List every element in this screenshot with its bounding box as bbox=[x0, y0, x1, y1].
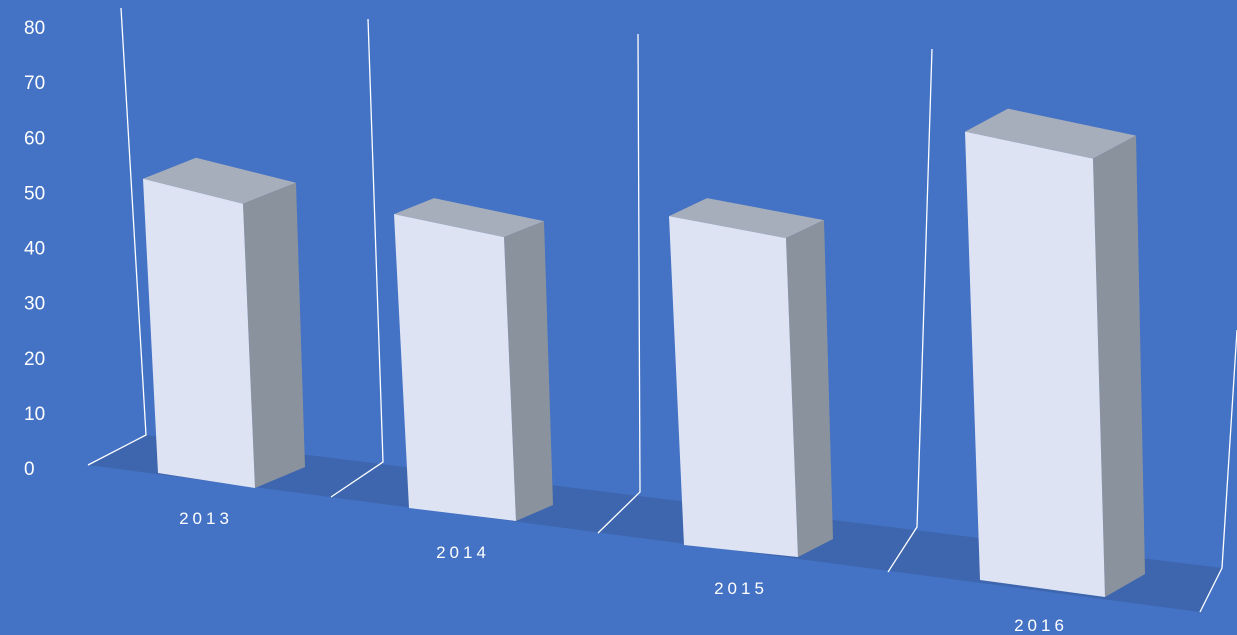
y-tick-label: 80 bbox=[24, 18, 45, 39]
bar-front-face bbox=[965, 131, 1105, 597]
bar-top-face bbox=[143, 157, 296, 204]
x-tick-label: 2014 bbox=[436, 543, 490, 562]
bar-top-face bbox=[394, 198, 544, 238]
category-divider-line bbox=[597, 33, 641, 534]
category-divider-line bbox=[887, 48, 933, 573]
x-axis: 2013 2014 2015 2016 bbox=[179, 509, 1068, 635]
bar-2016 bbox=[965, 108, 1145, 597]
bars bbox=[143, 108, 1145, 597]
bar-top-face bbox=[965, 108, 1136, 159]
y-tick-label: 30 bbox=[24, 294, 45, 315]
y-tick-label: 20 bbox=[24, 349, 45, 370]
x-tick-label: 2015 bbox=[714, 579, 768, 598]
y-tick-label: 0 bbox=[24, 459, 35, 480]
bar-front-face bbox=[394, 214, 516, 521]
bar-front-face bbox=[143, 178, 255, 488]
y-tick-label: 60 bbox=[24, 128, 45, 149]
category-divider-line bbox=[87, 7, 147, 466]
bar-side-face bbox=[786, 220, 833, 557]
category-divider-line bbox=[1199, 329, 1237, 613]
y-axis: 0 10 20 30 40 50 60 70 80 bbox=[24, 18, 45, 480]
x-tick-label: 2013 bbox=[179, 509, 233, 528]
bar-side-face bbox=[243, 182, 305, 488]
y-tick-label: 50 bbox=[24, 183, 45, 204]
bar-2013 bbox=[143, 157, 305, 488]
x-tick-label: 2016 bbox=[1014, 616, 1068, 635]
category-divider-line bbox=[330, 18, 384, 498]
chart-floor bbox=[88, 435, 1222, 612]
bar-side-face bbox=[504, 221, 553, 521]
bar-side-face bbox=[1093, 135, 1145, 597]
category-dividers bbox=[87, 7, 1237, 613]
bar-front-face bbox=[669, 216, 798, 557]
bar-2014 bbox=[394, 198, 553, 521]
bar-top-face bbox=[669, 198, 824, 239]
y-tick-label: 40 bbox=[24, 239, 45, 260]
y-tick-label: 10 bbox=[24, 404, 45, 425]
bar-2015 bbox=[669, 198, 833, 557]
y-tick-label: 70 bbox=[24, 73, 45, 94]
